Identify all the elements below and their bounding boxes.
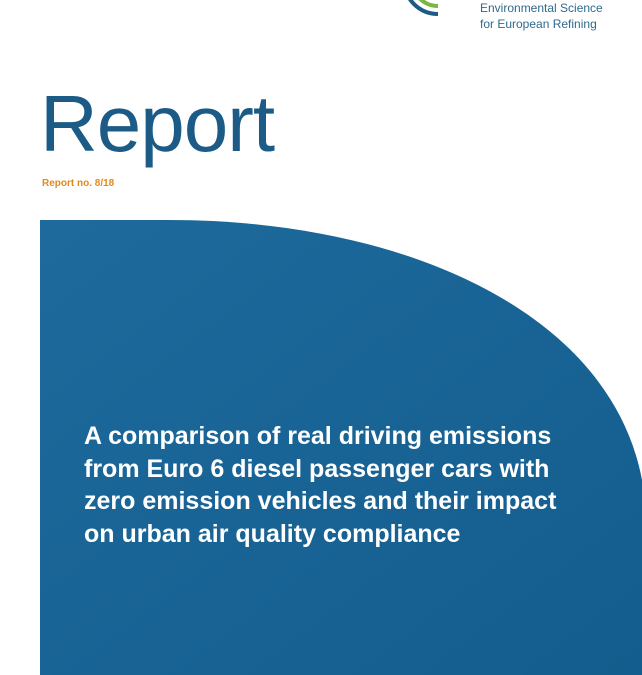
tagline-line2: for European Refining (480, 16, 603, 32)
report-number: Report no. 8/18 (42, 178, 114, 189)
tagline-line1: Environmental Science (480, 0, 603, 16)
page-title: Report (40, 78, 274, 170)
tagline: Environmental Science for European Refin… (480, 0, 603, 32)
logo-arc-icon (398, 0, 478, 20)
subtitle-text: A comparison of real driving emissions f… (84, 420, 562, 550)
subtitle-panel: A comparison of real driving emissions f… (40, 220, 642, 675)
